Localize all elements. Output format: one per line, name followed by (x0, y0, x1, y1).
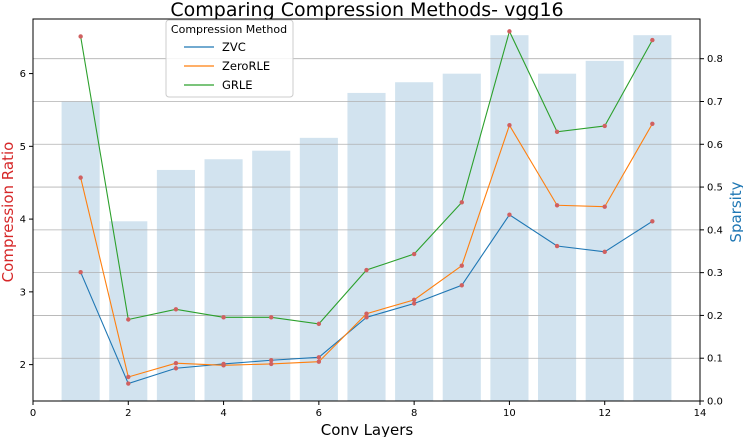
data-point-zerorle (602, 204, 607, 209)
x-tick-label: 10 (503, 408, 516, 419)
sparsity-bar-1 (61, 101, 100, 401)
data-point-zvc (269, 358, 274, 363)
sparsity-bar-12 (585, 60, 624, 401)
y-left-tick-label: 6 (20, 69, 26, 80)
y-right-tick-label: 0.7 (707, 97, 723, 108)
data-point-zvc (78, 270, 83, 275)
x-tick-label: 4 (220, 408, 226, 419)
plot-frame (32, 18, 701, 402)
data-point-grle (602, 123, 607, 129)
data-point-zerorle (78, 175, 83, 180)
x-tick-label: 0 (30, 408, 36, 419)
data-point-zvc (554, 243, 560, 249)
sparsity-bar-8 (395, 82, 434, 401)
data-point-zvc (126, 381, 131, 386)
y-left-tick-label: 2 (20, 360, 26, 371)
data-point-zvc (507, 212, 512, 217)
x-tick-label: 2 (125, 408, 131, 419)
y-left-tick-label: 4 (20, 215, 26, 226)
data-point-zerorle (411, 297, 417, 303)
data-point-grle (78, 34, 83, 39)
x-tick-label: 6 (316, 408, 322, 419)
data-point-grle (459, 200, 464, 205)
y-right-tick-label: 0.6 (707, 140, 723, 151)
data-point-grle (507, 29, 512, 34)
data-point-zerorle (459, 263, 464, 268)
data-point-grle (316, 321, 322, 327)
data-point-zerorle (269, 361, 274, 367)
data-point-zerorle (316, 359, 322, 364)
grid-lines (33, 58, 700, 359)
sparsity-bar-2 (109, 221, 148, 401)
sparsity-bar-4 (204, 159, 243, 401)
y-left-tick-label: 3 (20, 287, 26, 298)
x-tick-label: 8 (411, 408, 417, 419)
legend: Compression Method ZVC ZeroRLE GRLE (165, 19, 294, 98)
data-point-grle (126, 317, 131, 322)
y-right-tick-label: 0.3 (707, 268, 723, 279)
data-point-zerorle (173, 360, 179, 366)
y-axis-right-label: Sparsity (727, 181, 743, 242)
legend-label-zvc: ZVC (222, 40, 246, 54)
y-right-tick-label: 0.4 (707, 225, 723, 236)
data-point-grle (650, 37, 655, 43)
data-point-grle (221, 315, 226, 320)
data-point-grle (269, 315, 274, 320)
data-point-zerorle (650, 121, 655, 126)
data-point-zerorle (554, 203, 560, 208)
data-point-zerorle (364, 311, 369, 316)
y-left-tick-label: 5 (20, 142, 26, 153)
sparsity-bar-7 (347, 92, 386, 401)
x-axis-label: Conv Layers (321, 421, 414, 437)
y-right-tick-label: 0.5 (707, 183, 723, 194)
chart-title: Comparing Compression Methods- vgg16 (170, 0, 563, 21)
data-point-zvc (364, 315, 369, 320)
x-tick-label: 14 (694, 408, 707, 419)
data-point-grle (554, 129, 560, 134)
data-point-zerorle (126, 374, 131, 380)
sparsity-bar-13 (633, 35, 672, 401)
y-right-tick-label: 0.8 (707, 54, 723, 65)
y-right-tick-label: 0.2 (707, 311, 723, 322)
sparsity-bar-10 (490, 35, 529, 401)
data-point-zerorle (221, 363, 226, 368)
axes: 0 2 4 6 8 10 12 14 2 3 4 5 6 0.0 0.1 0.2 0.3 0.4 0.5 0.6 0.7… (20, 54, 723, 419)
legend-title: Compression Method (171, 23, 287, 36)
data-point-grle (364, 267, 369, 273)
data-point-zvc (602, 249, 607, 255)
data-point-grle (173, 307, 179, 312)
sparsity-bars (61, 35, 672, 401)
data-point-zerorle (507, 123, 512, 128)
data-point-zvc (173, 366, 179, 371)
y-right-tick-label: 0.1 (707, 354, 723, 365)
series-lines (78, 29, 655, 386)
legend-label-grle: GRLE (222, 78, 253, 92)
legend-box (165, 19, 294, 98)
data-point-grle (411, 251, 417, 257)
data-point-zvc (459, 283, 464, 288)
data-point-zvc (316, 355, 322, 360)
legend-label-zerorle: ZeroRLE (222, 59, 270, 73)
sparsity-bar-9 (442, 73, 481, 401)
x-tick-label: 12 (598, 408, 611, 419)
y-axis-left-label: Compression Ratio (0, 142, 17, 283)
data-point-zvc (650, 219, 655, 224)
data-point-zvc (411, 301, 417, 306)
y-right-tick-label: 0.0 (707, 397, 723, 408)
